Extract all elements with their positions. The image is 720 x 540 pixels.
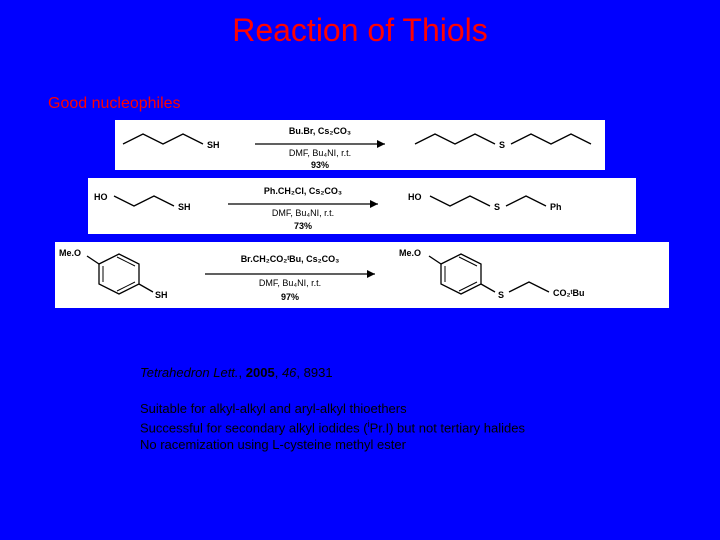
note-2b: Pr.I) but not tertiary halides <box>370 420 525 435</box>
citation-year: 2005 <box>246 365 275 380</box>
note-3b: -cysteine methyl ester <box>279 437 405 452</box>
page-title: Reaction of Thiols <box>0 0 720 49</box>
sm-sh-label: SH <box>207 140 220 150</box>
prod3-ester: CO₂ᵗBu <box>553 288 584 298</box>
prod2-ph: Ph <box>550 202 562 212</box>
citation-sep1: , <box>239 365 246 380</box>
reagent-bottom-3: DMF, Bu₄NI, r.t. <box>259 278 321 288</box>
citation-page: 8931 <box>304 365 333 380</box>
citation-sep2: , <box>275 365 282 380</box>
prod3-s: S <box>498 290 504 300</box>
reagent-top-3: Br.CH₂CO₂ᵗBu, Cs₂CO₃ <box>241 254 340 264</box>
note-2a: Successful for secondary alkyl iodides ( <box>140 420 368 435</box>
yield-1: 93% <box>311 160 329 170</box>
prod2-ho: HO <box>408 192 422 202</box>
reaction-scheme-1: SH Bu.Br, Cs₂CO₃ DMF, Bu₄NI, r.t. 93% S <box>115 120 605 170</box>
note-2: Successful for secondary alkyl iodides (… <box>140 418 525 437</box>
note-3a: No racemization using <box>140 437 272 452</box>
citation: Tetrahedron Lett., 2005, 46, 8931 <box>140 365 333 380</box>
citation-journal: Tetrahedron Lett. <box>140 365 239 380</box>
citation-vol: 46 <box>282 365 296 380</box>
reagent-bottom-1: DMF, Bu₄NI, r.t. <box>289 148 351 158</box>
reaction-scheme-2: HO SH Ph.CH₂Cl, Cs₂CO₃ DMF, Bu₄NI, r.t. … <box>88 178 636 234</box>
citation-sep3: , <box>296 365 303 380</box>
reagent-bottom-2: DMF, Bu₄NI, r.t. <box>272 208 334 218</box>
benzene-ring-sm <box>99 254 139 294</box>
reagent-top-2: Ph.CH₂Cl, Cs₂CO₃ <box>264 186 342 196</box>
reagent-top-1: Bu.Br, Cs₂CO₃ <box>289 126 351 136</box>
note-3: No racemization using L-cysteine methyl … <box>140 436 525 454</box>
sm3-ome: Me.O <box>59 248 81 258</box>
prod-s-label: S <box>499 140 505 150</box>
yield-2: 73% <box>294 221 312 231</box>
benzene-ring-prod <box>441 254 481 294</box>
prod2-s: S <box>494 202 500 212</box>
prod3-ome: Me.O <box>399 248 421 258</box>
sm2-sh: SH <box>178 202 191 212</box>
subtitle: Good nucleophiles <box>48 95 181 113</box>
note-1: Suitable for alkyl-alkyl and aryl-alkyl … <box>140 400 525 418</box>
sm3-sh: SH <box>155 290 168 300</box>
notes-block: Suitable for alkyl-alkyl and aryl-alkyl … <box>140 400 525 454</box>
yield-3: 97% <box>281 292 299 302</box>
reaction-scheme-3: Me.O SH Br.CH₂CO₂ᵗBu, Cs₂CO₃ DMF, Bu₄NI,… <box>55 242 669 308</box>
sm2-ho: HO <box>94 192 108 202</box>
